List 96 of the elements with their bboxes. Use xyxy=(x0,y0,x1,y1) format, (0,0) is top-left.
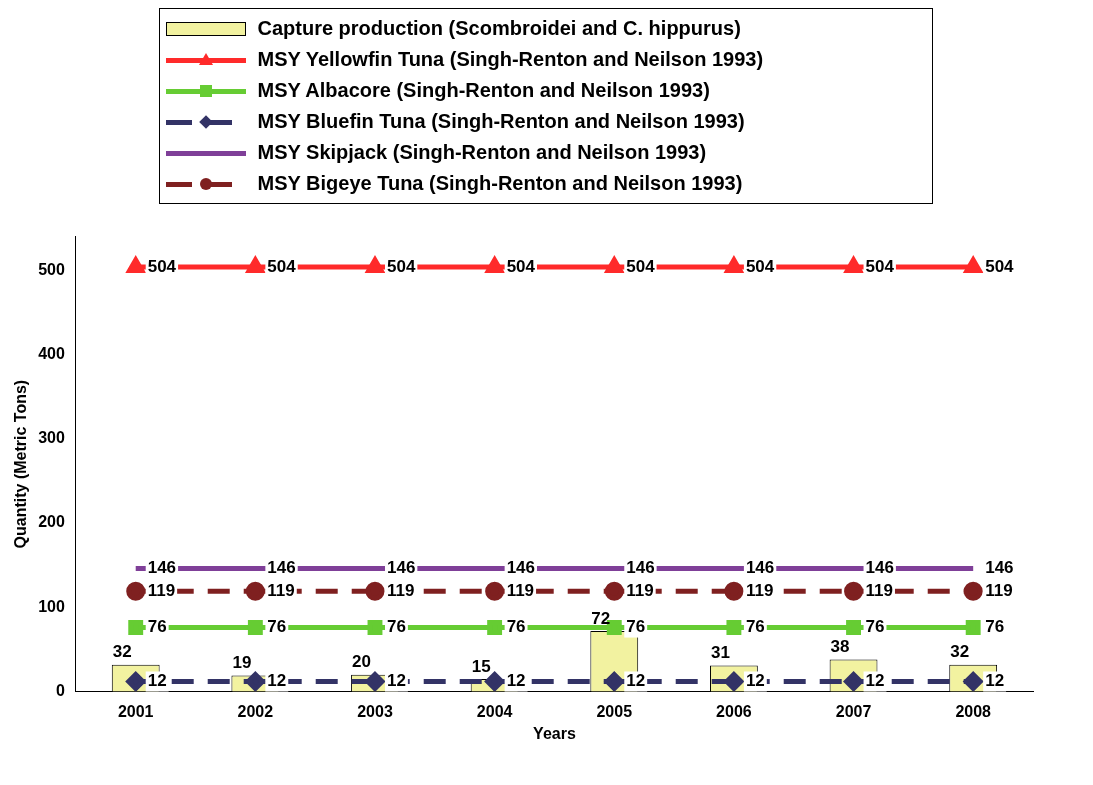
x-tick-label: 2003 xyxy=(357,702,393,720)
data-label: 146 xyxy=(985,558,1014,578)
data-label: 504 xyxy=(147,256,177,276)
point xyxy=(485,581,505,601)
data-label: 72 xyxy=(591,608,611,628)
y-tick-label: 300 xyxy=(38,429,65,447)
legend-label: MSY Skipjack (Singh-Renton and Neilson 1993) xyxy=(257,141,707,164)
x-tick-label: 2001 xyxy=(117,702,154,720)
data-label: 15 xyxy=(471,656,491,676)
data-label: 119 xyxy=(626,581,654,601)
data-label: 32 xyxy=(112,642,132,662)
legend-label: MSY Bigeye Tuna (Singh-Renton and Neilson 1993) xyxy=(257,172,743,195)
point xyxy=(365,581,385,601)
data-label: 146 xyxy=(745,558,775,578)
data-label: 38 xyxy=(830,637,850,657)
data-label: 31 xyxy=(710,643,730,663)
data-label: 12 xyxy=(506,671,526,691)
data-label: 504 xyxy=(985,256,1015,276)
data-label: 12 xyxy=(267,671,287,691)
data-label: 20 xyxy=(352,652,371,672)
point xyxy=(367,620,383,636)
data-label: 119 xyxy=(865,581,893,601)
point xyxy=(605,257,623,273)
data-label: 146 xyxy=(865,558,894,578)
data-label: 146 xyxy=(626,558,655,578)
legend-label: MSY Albacore (Singh-Renton and Neilson 1993) xyxy=(257,79,710,102)
x-tick-label: 2006 xyxy=(716,702,752,720)
point xyxy=(487,620,503,636)
point xyxy=(127,257,145,273)
y-tick-label: 0 xyxy=(55,682,65,700)
data-label: 119 xyxy=(506,581,535,601)
x-tick-label: 2002 xyxy=(237,702,274,720)
point xyxy=(246,257,264,273)
x-tick-label: 2004 xyxy=(476,702,513,720)
data-label: 76 xyxy=(745,617,765,637)
point xyxy=(604,581,624,601)
y-axis-title: Quantity (Metric Tons) xyxy=(12,379,30,549)
data-label: 32 xyxy=(950,642,970,662)
data-label: 12 xyxy=(745,671,765,691)
point xyxy=(486,257,504,273)
data-label: 119 xyxy=(147,581,176,601)
data-label: 12 xyxy=(147,671,167,691)
point xyxy=(725,257,743,273)
point xyxy=(726,620,742,636)
data-label: 12 xyxy=(985,671,1005,691)
data-label: 76 xyxy=(626,617,646,637)
x-axis-title: Years xyxy=(533,724,576,742)
point xyxy=(366,257,384,273)
point xyxy=(245,671,265,691)
data-label: 76 xyxy=(147,617,167,637)
data-label: 76 xyxy=(386,617,406,637)
legend-label: MSY Bluefin Tuna (Singh-Renton and Neilson 1993) xyxy=(257,110,745,133)
data-label: 504 xyxy=(506,256,536,276)
data-label: 146 xyxy=(506,558,535,578)
y-tick-label: 500 xyxy=(38,260,65,278)
point xyxy=(846,620,861,636)
point xyxy=(247,620,263,636)
data-label: 146 xyxy=(386,558,416,578)
data-label: 119 xyxy=(745,581,774,601)
point xyxy=(844,257,863,273)
data-label: 76 xyxy=(506,617,526,637)
data-label: 504 xyxy=(386,256,416,276)
data-label: 76 xyxy=(865,617,885,637)
data-label: 504 xyxy=(626,256,656,276)
point xyxy=(963,581,983,601)
data-label: 504 xyxy=(745,256,775,276)
point xyxy=(126,581,146,601)
point xyxy=(485,671,505,691)
data-label: 76 xyxy=(267,617,287,637)
point xyxy=(245,581,265,601)
point xyxy=(365,671,385,691)
data-label: 119 xyxy=(985,581,1013,601)
legend-label: MSY Yellowfin Tuna (Singh-Renton and Neilson 1993) xyxy=(257,48,764,71)
x-tick-label: 2008 xyxy=(955,702,992,720)
point xyxy=(604,671,624,691)
data-label: 146 xyxy=(267,558,296,578)
data-label: 119 xyxy=(267,581,295,601)
data-label: 504 xyxy=(267,256,297,276)
point xyxy=(128,620,144,636)
x-tick-label: 2007 xyxy=(835,702,872,720)
y-tick-label: 200 xyxy=(38,513,65,531)
data-label: 146 xyxy=(147,558,177,578)
data-label: 76 xyxy=(985,617,1005,637)
data-label: 119 xyxy=(386,581,415,601)
x-tick-label: 2005 xyxy=(596,702,633,720)
point xyxy=(965,620,981,636)
y-tick-label: 400 xyxy=(38,344,65,362)
point xyxy=(844,581,864,601)
legend-label: Capture production (Scombroidei and C. hippurus) xyxy=(257,17,741,40)
data-label: 12 xyxy=(386,671,406,691)
point xyxy=(724,581,744,601)
data-label: 12 xyxy=(865,671,885,691)
data-label: 19 xyxy=(232,653,252,673)
y-tick-label: 100 xyxy=(38,597,65,615)
data-label: 504 xyxy=(865,256,895,276)
data-label: 12 xyxy=(626,671,646,691)
